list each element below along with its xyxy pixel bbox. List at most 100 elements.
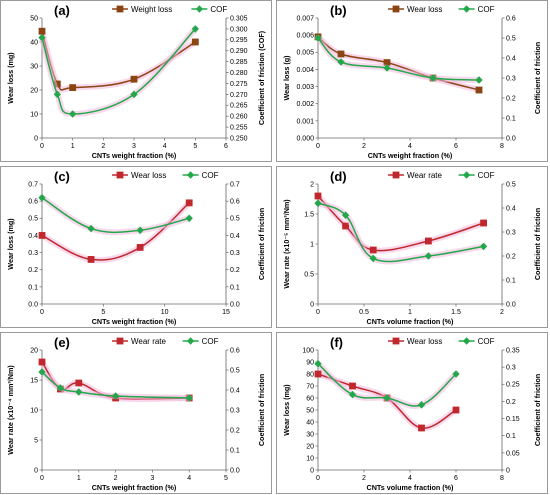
x-tick-label: 4 (163, 143, 167, 150)
data-point (136, 244, 144, 251)
legend-label: COF (478, 5, 495, 14)
x-tick-label: 10 (161, 309, 169, 316)
legend-marker (187, 337, 195, 345)
x-tick-label: 1.5 (451, 309, 461, 316)
panel-e: 0 1 2 3 4 5 0 5 10 15 20 0.0 0.1 0.2 0.3 0.4 0.5 0.6 CNTs … (0, 332, 272, 494)
y-right-tick-label: 0.2 (506, 95, 516, 102)
legend-label: Wear rate (407, 171, 443, 180)
data-point (130, 75, 138, 83)
legend-marker (187, 171, 195, 179)
y-right-tick-label: 0.285 (230, 59, 248, 66)
y-left-tick-label: 0.005 (296, 50, 314, 57)
y-axis-right-label: Coefficient of friction (533, 42, 542, 114)
chart-svg: 0 2 4 6 8010203040506070809010000.050.10.150… (276, 332, 548, 494)
data-point (480, 219, 487, 227)
legend-label: COF (210, 5, 227, 14)
y-axis-left-label: Wear loss (mg) (6, 52, 15, 104)
y-right-tick-label: 0.3 (506, 365, 516, 372)
x-tick-label: 8 (500, 143, 504, 150)
data-point (314, 192, 322, 200)
legend-label: COF (202, 171, 219, 180)
data-point (69, 110, 77, 118)
x-tick-label: 5 (101, 309, 105, 316)
x-tick-label: 0 (40, 475, 44, 482)
data-point (130, 90, 138, 99)
y-axis-right-label: Coefficient of friction (257, 374, 266, 446)
data-point (191, 38, 199, 46)
y-left-tick-label: 0.6 (28, 199, 38, 206)
y-right-tick-label: 0.300 (230, 26, 248, 33)
x-tick-label: 0.5 (359, 309, 369, 316)
y-left-tick-label: 0.7 (28, 181, 38, 188)
y-left-tick-label: 0 (310, 301, 314, 308)
chart-svg: 0 0.5 1 1.5 200.511.520.00.10.20.30.40.5CNTs… (276, 166, 548, 328)
y-left-tick-label: 2 (310, 181, 314, 188)
x-axis-label: CNTs weight fraction (%) (92, 151, 177, 160)
y-axis-left-label: Wear rate (x10⁻⁵ mm³/Nm) (282, 199, 291, 289)
y-left-tick-label: 1 (310, 241, 314, 248)
y-left-tick-label: 80 (306, 371, 314, 378)
x-tick-label: 0 (316, 143, 320, 150)
y-right-tick-label: 0.1 (506, 277, 516, 284)
data-point (383, 394, 391, 402)
y-right-tick-label: 0 (506, 467, 510, 474)
x-tick-label: 2 (362, 143, 366, 150)
data-point (383, 64, 391, 72)
chart-svg: 0 2 4 6 8 0.000 0.001 0.002 0.003 0.004 0.005 0.006… (276, 0, 548, 162)
y-left-tick-label: 0.2 (28, 267, 38, 274)
y-left-tick-label: 40 (30, 39, 38, 46)
x-axis-label: CNTs weight fraction (%) (92, 483, 177, 492)
y-left-tick-label: 0 (34, 135, 38, 142)
y-right-tick-label: 0.4 (230, 387, 240, 394)
y-axis-left-label: Wear rate (x10⁻⁴ mm³/Nm) (6, 365, 15, 455)
y-axis-left-label: Wear loss (mg) (6, 218, 15, 270)
x-tick-label: 1 (77, 475, 81, 482)
y-right-tick-label: 0.290 (230, 48, 248, 55)
x-tick-label: 0 (316, 475, 320, 482)
y-left-tick-label: 0.1 (28, 284, 38, 291)
y-left-tick-label: 0.5 (304, 271, 314, 278)
y-left-tick-label: 30 (306, 431, 314, 438)
y-left-tick-label: 90 (306, 359, 314, 366)
x-tick-label: 3 (132, 143, 136, 150)
chart-svg: 0 5 10 150.00.10.20.30.40.50.60.70.00.10.20… (0, 166, 272, 328)
data-point (69, 84, 77, 91)
y-axis-right-label: Coefficient of friction (COF) (257, 30, 266, 125)
y-left-tick-label: 0 (34, 467, 38, 474)
y-right-tick-label: 0.5 (230, 216, 240, 223)
y-left-tick-label: 0.007 (296, 15, 314, 22)
y-left-tick-label: 20 (30, 87, 38, 94)
y-right-tick-label: 0.0 (230, 467, 240, 474)
data-point (87, 224, 95, 233)
x-tick-label: 5 (224, 475, 228, 482)
y-right-tick-label: 0.15 (506, 416, 520, 423)
data-point (56, 384, 64, 392)
y-left-tick-label: 0.002 (296, 101, 314, 108)
x-tick-label: 1 (408, 309, 412, 316)
y-right-tick-label: 0.5 (506, 181, 516, 188)
y-left-tick-label: 10 (306, 455, 314, 462)
y-left-tick-label: 0.001 (296, 118, 314, 125)
legend-marker (116, 337, 124, 345)
data-point (75, 379, 83, 387)
y-left-tick-label: 50 (30, 15, 38, 22)
legend-label: COF (202, 337, 219, 346)
x-tick-label: 8 (500, 475, 504, 482)
legend-label: Weight loss (131, 5, 172, 14)
x-tick-label: 3 (150, 475, 154, 482)
legend-label: Wear loss (407, 337, 442, 346)
panel-a: 0 1 2 3 4 5 6 0 10 20 30 40 50 0.250 0.255 0.260 0.265 0.… (0, 0, 272, 162)
data-point (348, 390, 357, 399)
y-right-tick-label: 0.255 (230, 124, 248, 131)
y-right-tick-label: 0.6 (506, 15, 516, 22)
y-right-tick-label: 0.275 (230, 81, 248, 88)
data-point (38, 232, 46, 239)
y-left-tick-label: 0.006 (296, 33, 314, 40)
data-point (475, 86, 483, 94)
data-point (112, 392, 120, 400)
data-point (337, 58, 345, 66)
legend-label: Wear rate (131, 337, 167, 346)
x-tick-label: 4 (408, 143, 412, 150)
y-left-tick-label: 0.5 (28, 216, 38, 223)
x-axis-label: CNTs volume fraction (%) (367, 317, 455, 326)
